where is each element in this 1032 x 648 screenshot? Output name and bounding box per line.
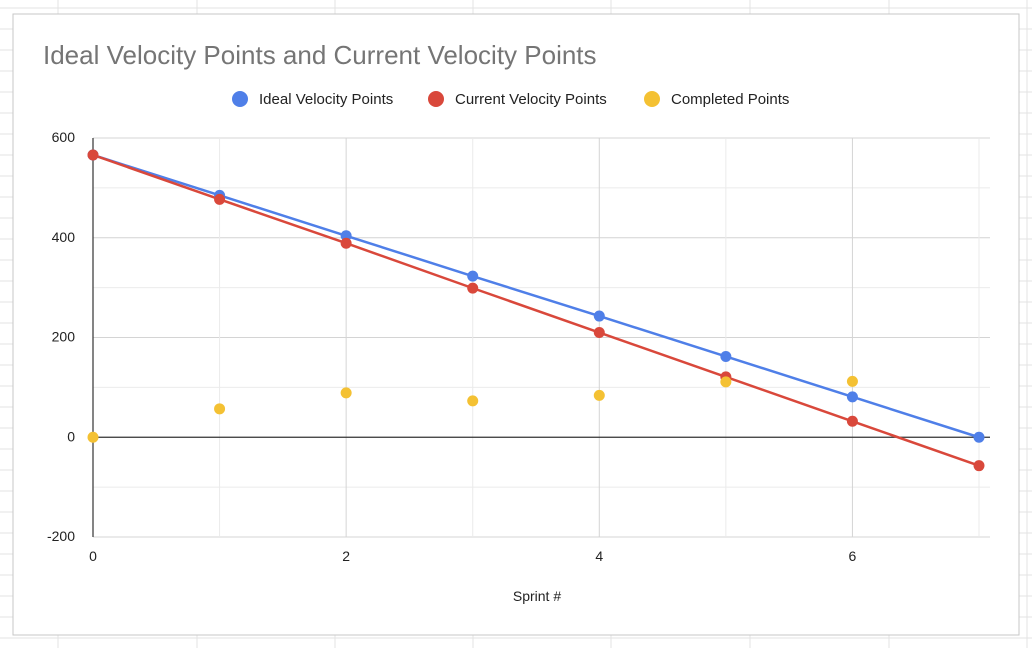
data-point [973,460,985,472]
data-point [87,431,99,443]
legend-marker [428,91,444,107]
legend-marker [644,91,660,107]
data-point [846,415,858,427]
series-line [92,153,980,467]
legend-item: Completed Points [644,91,789,108]
legend-item: Current Velocity Points [428,91,607,108]
series-points [87,149,985,472]
legend-label: Completed Points [671,91,789,108]
y-axis-ticks: -200 0 200 400 600 [47,129,75,544]
legend-item: Ideal Velocity Points [232,91,393,108]
data-point [846,375,858,387]
data-point [720,350,732,362]
legend-marker [232,91,248,107]
data-point [720,376,732,388]
data-point [593,389,605,401]
x-tick-label: 6 [849,548,857,564]
data-point [214,403,226,415]
data-point [593,327,605,339]
x-tick-label: 2 [342,548,350,564]
x-axis-label: Sprint # [513,588,561,604]
legend-label: Ideal Velocity Points [259,91,393,108]
y-tick-label: 200 [52,329,76,345]
data-point [846,391,858,403]
chart-frame [12,13,1020,636]
x-tick-label: 4 [595,548,603,564]
axes [92,138,990,537]
y-tick-label: 600 [52,129,76,145]
series-lines [92,153,980,467]
data-point [467,395,479,407]
y-tick-label: 0 [67,428,75,444]
y-tick-label: -200 [47,528,75,544]
data-point [340,387,352,399]
gridlines [93,137,990,538]
x-axis-ticks: 0 2 4 6 [89,548,856,564]
data-point [467,282,479,294]
data-point [214,193,226,205]
series-line [92,153,980,439]
data-point [340,237,352,249]
y-tick-label: 400 [52,229,76,245]
chart-title: Ideal Velocity Points and Current Veloci… [43,40,597,70]
legend: Ideal Velocity Points Current Velocity Po… [232,91,789,108]
data-point [593,310,605,322]
data-point [467,270,479,282]
data-point [87,149,99,161]
x-tick-label: 0 [89,548,97,564]
legend-label: Current Velocity Points [455,91,607,108]
data-point [973,431,985,443]
